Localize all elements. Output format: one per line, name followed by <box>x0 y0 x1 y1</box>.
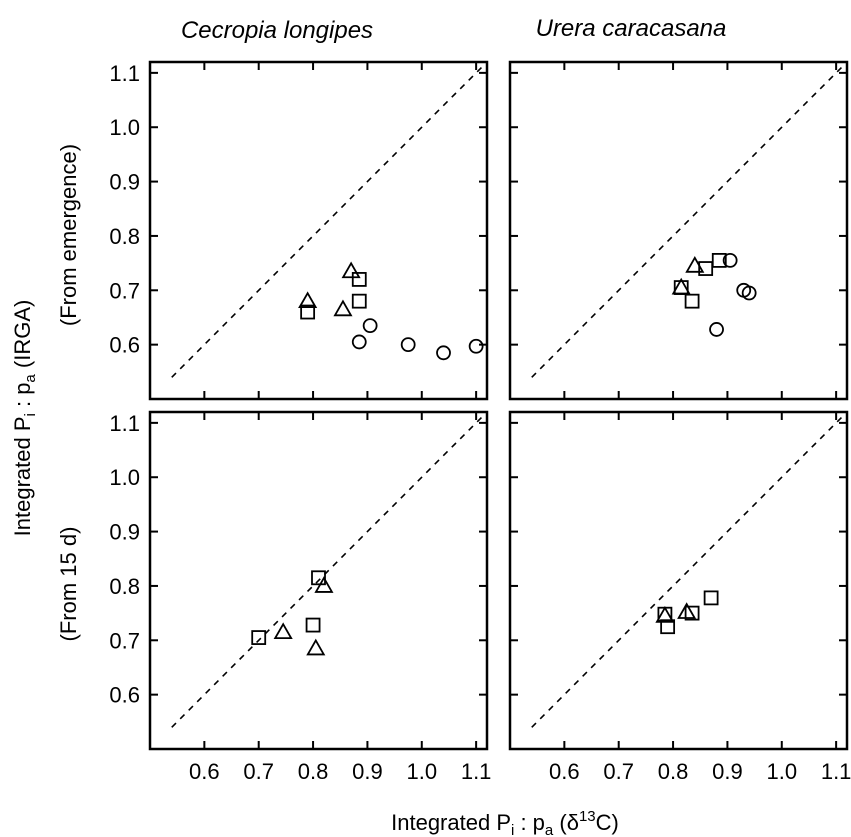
square-marker <box>703 590 719 606</box>
x-tick-label: 0.8 <box>298 759 329 784</box>
one-to-one-line <box>171 414 485 728</box>
triangle-marker <box>671 277 691 295</box>
square-marker <box>351 293 367 309</box>
y-tick-label: 1.0 <box>109 465 140 490</box>
square-marker <box>711 252 727 268</box>
y-tick-label: 0.6 <box>109 333 140 358</box>
one-to-one-line <box>171 64 485 378</box>
x-tick-label: 0.9 <box>352 759 383 784</box>
y-tick-label: 0.7 <box>109 628 140 653</box>
circle-marker <box>741 285 757 301</box>
one-to-one-line <box>531 64 845 378</box>
panel-0: 0.6 0.7 0.8 0.9 1.0 1.1 <box>109 60 489 401</box>
y-tick-label: 0.7 <box>109 278 140 303</box>
x-tick-label: 1.1 <box>461 759 492 784</box>
square-marker <box>300 304 316 320</box>
x-tick-label: 0.9 <box>712 759 743 784</box>
triangle-marker <box>306 638 326 656</box>
panels: 0.60.70.80.91.01.10.60.60.70.70.80.80.90… <box>109 60 851 784</box>
circle-marker <box>436 345 451 361</box>
square-marker <box>311 570 326 586</box>
x-tick-label: 1.0 <box>406 759 437 784</box>
circle-marker <box>722 252 738 268</box>
y-tick-label: 0.9 <box>109 170 140 195</box>
square-marker <box>660 619 676 635</box>
triangle-marker <box>298 291 318 309</box>
square-marker <box>351 272 367 287</box>
y-tick-label: 0.8 <box>109 224 140 249</box>
circle-marker <box>351 334 367 350</box>
y-tick-label: 0.6 <box>109 683 140 708</box>
circle-marker <box>362 318 378 334</box>
square-marker <box>305 617 321 633</box>
y-tick-label: 1.0 <box>109 115 140 140</box>
circle-marker <box>709 322 724 337</box>
triangle-marker <box>314 576 334 593</box>
square-marker <box>698 261 714 276</box>
x-tick-label: 0.8 <box>658 759 689 784</box>
x-tick-label: 0.6 <box>549 759 580 784</box>
square-marker <box>684 605 700 621</box>
y-tick-label: 0.8 <box>109 574 140 599</box>
triangle-marker <box>677 602 697 619</box>
circle-marker <box>400 337 416 353</box>
triangle-marker <box>341 261 361 279</box>
row-label-emergence: (From emergence) <box>56 144 81 326</box>
panel-frame <box>508 60 849 401</box>
x-axis-label: Integrated Pi : pa (δ13C) <box>391 808 619 837</box>
y-axis-label: Integrated Pi : pa (IRGA) <box>10 300 39 537</box>
triangle-marker <box>273 622 293 640</box>
circle-marker <box>468 338 484 354</box>
panel-1 <box>508 60 849 401</box>
panel-2: 0.6 0.6 0.7 0.7 0.8 0.8 0.9 0.9 1.0 1.0 1.1 1.1 <box>109 410 492 784</box>
y-tick-label: 1.1 <box>109 411 140 436</box>
x-tick-label: 0.7 <box>603 759 634 784</box>
panel-frame <box>148 410 489 751</box>
x-tick-label: 0.7 <box>243 759 274 784</box>
panel-frame <box>508 410 849 751</box>
row-label-15d: (From 15 d) <box>56 527 81 642</box>
square-marker <box>684 293 700 309</box>
panel-3: 0.6 0.7 0.8 0.9 1.0 1.1 <box>508 410 851 784</box>
triangle-marker <box>685 256 705 273</box>
triangle-marker <box>333 299 353 317</box>
panel-frame <box>148 60 489 401</box>
square-marker <box>251 630 267 645</box>
one-to-one-line <box>531 414 845 728</box>
y-tick-label: 0.9 <box>109 520 140 545</box>
col-title-cecropia: Cecropia longipes <box>181 17 373 44</box>
x-tick-label: 0.6 <box>189 759 220 784</box>
x-tick-label: 1.1 <box>821 759 851 784</box>
triangle-marker <box>655 606 675 623</box>
x-tick-label: 1.0 <box>766 759 797 784</box>
col-title-urera: Urera caracasana <box>536 15 727 42</box>
y-tick-label: 1.1 <box>109 61 140 86</box>
